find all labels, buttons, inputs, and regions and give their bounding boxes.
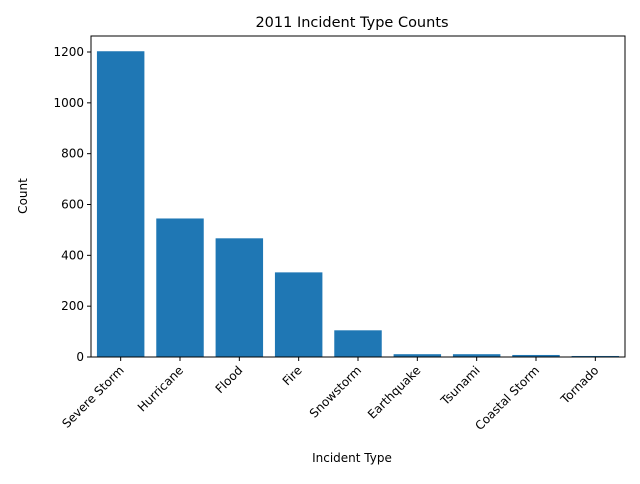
chart-title: 2011 Incident Type Counts <box>255 15 448 31</box>
bar <box>393 354 442 357</box>
x-tick-label: Tsunami <box>437 363 482 408</box>
y-tick-label: 800 <box>61 147 84 161</box>
y-tick-label: 400 <box>61 248 84 262</box>
bar <box>274 272 323 357</box>
x-tick-label: Coastal Storm <box>472 363 542 433</box>
x-axis-label: Incident Type <box>312 451 392 465</box>
y-axis: 0 200 400 600 800 1000 1200 <box>53 45 91 364</box>
x-tick-label: Snowstorm <box>307 363 364 420</box>
x-tick-label: Hurricane <box>135 363 186 414</box>
bar <box>452 354 501 357</box>
bar <box>96 51 145 357</box>
y-tick-label: 1200 <box>53 45 84 59</box>
plot-frame <box>90 35 626 358</box>
bars-group <box>96 51 620 357</box>
y-axis-label: Count <box>16 178 30 214</box>
bar <box>512 354 560 357</box>
bar <box>334 330 382 357</box>
x-tick-label: Tornado <box>557 363 601 407</box>
y-tick-label: 0 <box>76 350 84 364</box>
x-tick-label: Flood <box>213 363 246 396</box>
y-tick-label: 1000 <box>53 96 84 110</box>
y-tick-label: 600 <box>61 198 84 212</box>
x-tick-label: Earthquake <box>365 363 423 421</box>
bar <box>156 218 204 357</box>
x-tick-label: Fire <box>280 363 305 388</box>
x-axis: Severe Storm Hurricane Flood Fire Snowstorm E… <box>59 357 601 433</box>
x-tick-label: Severe Storm <box>59 363 126 430</box>
y-tick-label: 200 <box>61 299 84 313</box>
bar <box>215 238 264 357</box>
bar <box>571 355 620 357</box>
